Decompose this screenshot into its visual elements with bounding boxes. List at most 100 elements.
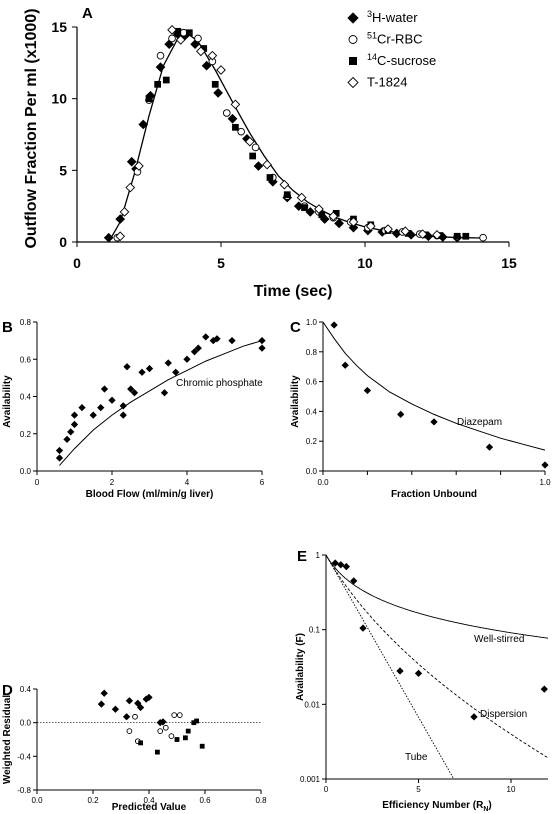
data-point (162, 76, 170, 84)
panel-e: 0 5 10 0.001 0.01 0.1 1 Efficiency Number (RN) A… (295, 548, 549, 813)
x-axis-label: Efficiency Number (RN) (382, 800, 492, 813)
data-point (127, 385, 135, 393)
data-point (70, 411, 79, 419)
data-point (337, 561, 345, 569)
y-axis-label: Outflow Fraction Per ml (x1000) (23, 8, 40, 248)
data-point (89, 411, 97, 419)
data-point (156, 51, 165, 60)
legend-marker (347, 76, 359, 89)
legend-label: T-1824 (367, 75, 407, 90)
legend-isotope: 14 (367, 52, 377, 62)
data-point (185, 728, 191, 734)
data-point (108, 396, 116, 404)
panel-label: B (2, 319, 13, 336)
data-point (397, 410, 405, 419)
data-point (190, 348, 199, 356)
data-point (111, 705, 120, 713)
data-point (334, 218, 344, 229)
data-point (330, 321, 338, 329)
data-point (145, 693, 153, 702)
annotation: Diazepam (457, 417, 502, 428)
x-axis-label: Predicted Value (112, 802, 187, 813)
data-point (213, 88, 223, 98)
data-point (154, 80, 161, 88)
data-point (171, 712, 178, 718)
panel-label: E (297, 548, 307, 565)
fit-curve (322, 321, 546, 451)
y-tick-label: -0.8 (17, 786, 31, 795)
data-point (100, 689, 108, 697)
panel-label: A (82, 5, 93, 22)
x-axis-label: Fraction Unbound (391, 489, 477, 500)
data-point (115, 214, 126, 224)
data-point (63, 435, 71, 443)
y-tick-label: 0.4 (20, 393, 32, 402)
data-point (196, 46, 206, 57)
data-point (125, 182, 136, 193)
x-tick-label: 10 (357, 255, 373, 271)
data-point (383, 224, 393, 234)
y-axis-label: Availability (F) (295, 633, 306, 701)
data-point (175, 35, 186, 45)
data-point (160, 389, 169, 397)
legend-name: C-sucrose (377, 53, 436, 68)
data-point (183, 735, 188, 741)
data-point (115, 231, 126, 242)
data-point (168, 34, 176, 43)
data-point (159, 718, 167, 726)
data-point (479, 233, 487, 242)
data-point (123, 363, 131, 371)
data-point (359, 624, 367, 632)
model-curve-dispersion (325, 554, 549, 759)
data-point (134, 699, 142, 707)
data-point (253, 161, 264, 171)
panel-a: 0 5 10 15 0 5 10 15 Time (sec) Outflow Fraction P… (23, 5, 517, 300)
data-point (318, 211, 326, 219)
data-point (400, 226, 411, 237)
data-point (176, 712, 183, 718)
data-point (138, 119, 149, 130)
data-point (185, 29, 193, 37)
data-point (258, 344, 266, 352)
legend-name: Cr-RBC (377, 32, 423, 47)
data-point (119, 207, 130, 217)
y-tick-label: 0.8 (20, 318, 32, 327)
data-point (97, 404, 105, 412)
data-point (301, 204, 308, 211)
data-point (132, 713, 138, 720)
data-point (227, 113, 238, 124)
panel-label: C (290, 319, 301, 336)
data-point (266, 174, 274, 181)
legend-isotope: 51 (367, 31, 377, 41)
data-point (126, 156, 137, 167)
data-point (155, 62, 166, 72)
data-point (283, 191, 291, 199)
data-point (232, 123, 239, 131)
y-tick-label: 0.8 (306, 348, 318, 357)
x-tick-label: 5 (217, 255, 225, 271)
data-point (279, 179, 290, 190)
y-tick-label: 5 (59, 162, 67, 178)
data-point (365, 221, 376, 232)
annotation: Chromic phosphate (176, 378, 263, 389)
y-tick-label: 0 (59, 234, 67, 250)
data-point (228, 336, 236, 345)
data-point (167, 25, 177, 35)
data-point (119, 411, 127, 419)
data-point (332, 209, 340, 217)
data-point (258, 336, 266, 345)
legend-label: 3H-water (367, 9, 418, 25)
data-point (174, 27, 182, 35)
x-tick-label: 0.6 (199, 796, 211, 805)
data-point (155, 749, 160, 755)
data-point (314, 204, 324, 214)
data-point (174, 737, 180, 742)
data-point (199, 743, 205, 749)
data-point (194, 344, 202, 352)
y-tick-label: 15 (51, 19, 67, 35)
data-point (296, 192, 307, 203)
data-point (97, 700, 106, 708)
data-point (200, 45, 208, 52)
y-axis-label: Availability (2, 375, 13, 428)
